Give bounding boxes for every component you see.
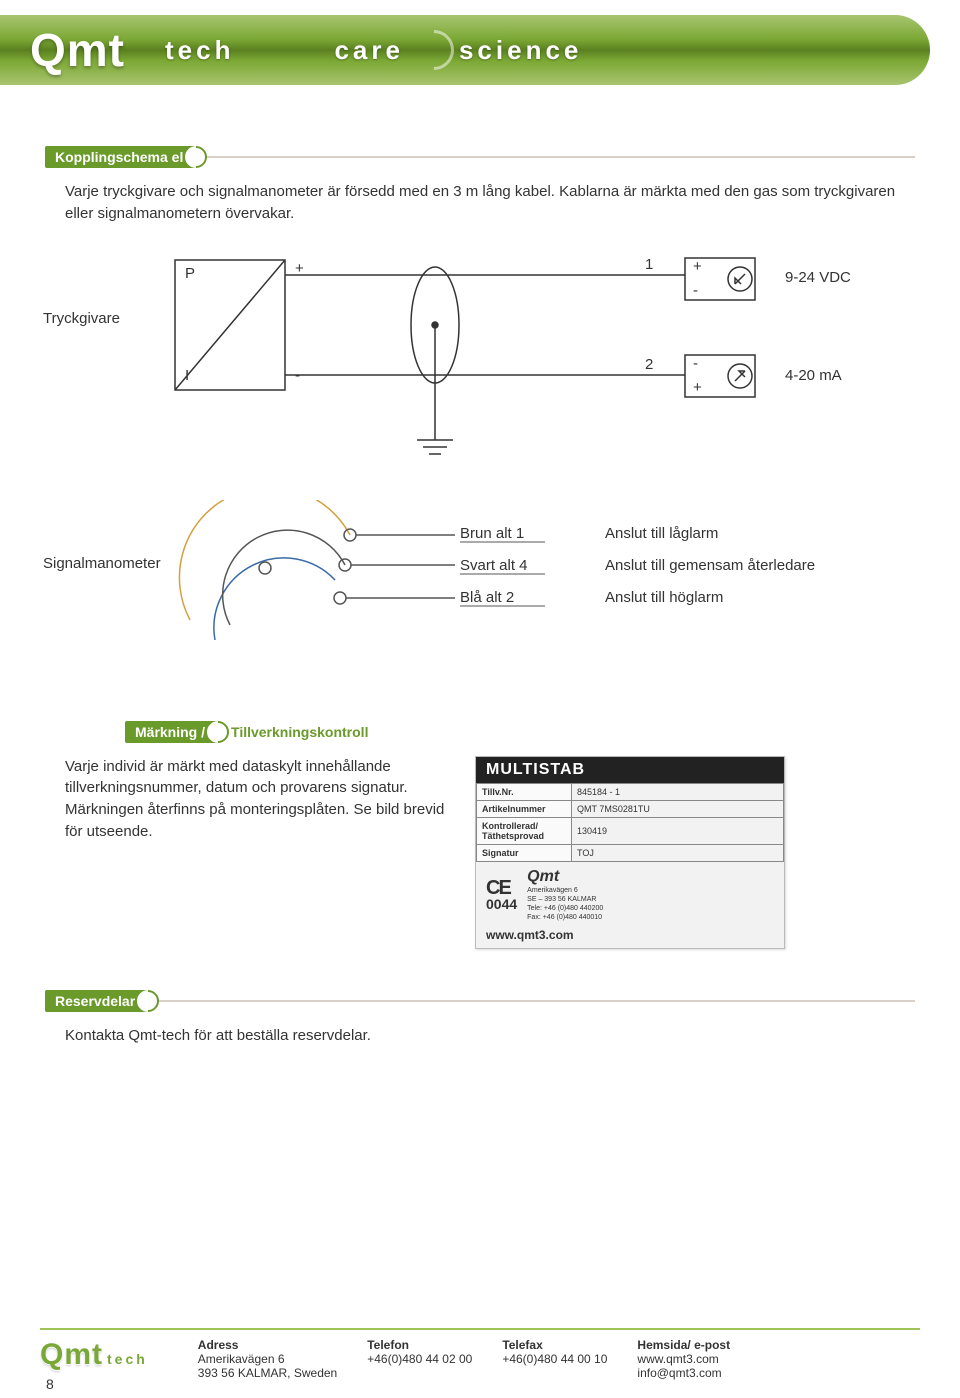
footer-col-phone: Telefon +46(0)480 44 02 00 [367, 1338, 472, 1366]
plate-table: Tillv.Nr.845184 - 1 ArtikelnummerQMT 7MS… [476, 783, 784, 862]
d1-out2: 4-20 mA [785, 367, 842, 384]
plate-v-3: TOJ [572, 844, 784, 861]
footer-h-0: Adress [198, 1338, 337, 1352]
rule-line [197, 156, 915, 158]
footer-l-1-0: +46(0)480 44 02 00 [367, 1352, 472, 1366]
footer-logo-block: Qmttech [40, 1338, 148, 1372]
d1-I: I [185, 367, 189, 384]
diagram-pressure-transmitter: Tryckgivare [45, 240, 915, 460]
d1-plus3: + [693, 379, 702, 396]
d2-wire-2: Blå alt 2 [460, 589, 514, 606]
data-plate: MULTISTAB Tillv.Nr.845184 - 1 Artikelnum… [475, 756, 785, 949]
section-header-spares: Reservdelar [45, 989, 915, 1013]
header-tag-tech: tech [165, 35, 234, 66]
footer-col-fax: Telefax +46(0)480 44 00 10 [502, 1338, 607, 1366]
plate-k-3: Signatur [477, 844, 572, 861]
footer-l-3-0: www.qmt3.com [637, 1352, 730, 1366]
d2-desc-1: Anslut till gemensam återledare [605, 557, 815, 574]
d1-minus3: - [693, 355, 698, 372]
section-title-wiring: Kopplingschema el [45, 146, 197, 168]
table-row: Kontrollerad/ Täthetsprovad130419 [477, 817, 784, 844]
plate-k-0: Tillv.Nr. [477, 783, 572, 800]
footer-l-0-1: 393 56 KALMAR, Sweden [198, 1366, 337, 1380]
d2-desc-2: Anslut till höglarm [605, 589, 723, 606]
d2-desc-0: Anslut till låglarm [605, 525, 718, 542]
d2-wire-1: Svart alt 4 [460, 557, 528, 574]
plate-v-1: QMT 7MS0281TU [572, 800, 784, 817]
section-title-spares: Reservdelar [45, 990, 149, 1012]
section-header-marking: Märkning / Tillverkningskontroll [125, 720, 915, 744]
plate-k-1: Artikelnummer [477, 800, 572, 817]
header-tag-science: science [459, 35, 582, 66]
footer-tag: tech [107, 1351, 148, 1367]
footer-h-3: Hemsida/ e-post [637, 1338, 730, 1352]
header-logo: Qmt [30, 23, 125, 77]
d1-minus2: - [693, 282, 698, 299]
rule-line [149, 1000, 915, 1002]
table-row: SignaturTOJ [477, 844, 784, 861]
wiring-diagram-svg: P I + - 1 2 + - - + 9-24 VDC 4-20 mA [45, 240, 915, 460]
d1-plus2: + [693, 258, 702, 275]
table-row: Tillv.Nr.845184 - 1 [477, 783, 784, 800]
footer-l-0-0: Amerikavägen 6 [198, 1352, 337, 1366]
marking-row: Varje individ är märkt med dataskylt inn… [65, 756, 915, 949]
plate-addr-0: Amerikavägen 6 [527, 886, 774, 895]
wiring-body: Varje tryckgivare och signalmanometer är… [65, 181, 915, 225]
section-title-marking-a: Märkning / [125, 721, 219, 743]
footer-rule [40, 1328, 920, 1330]
d1-plus1: + [295, 260, 304, 277]
header-divider-icon [406, 22, 463, 79]
table-row: ArtikelnummerQMT 7MS0281TU [477, 800, 784, 817]
footer-h-2: Telefax [502, 1338, 607, 1352]
d1-wire1: 1 [645, 256, 653, 273]
plate-title: MULTISTAB [476, 757, 784, 783]
plate-addr-1: SE – 393 56 KALMAR [527, 895, 774, 904]
plate-addr-2: Tele: +46 (0)480 440200 [527, 904, 774, 913]
diagram-signal-manometer: Signalmanometer Brun alt 1 Svart alt 4 [45, 500, 915, 670]
ce-number: 0044 [486, 896, 517, 912]
d1-minus1: - [295, 367, 300, 384]
footer-col-web: Hemsida/ e-post www.qmt3.com info@qmt3.c… [637, 1338, 730, 1380]
plate-v-0: 845184 - 1 [572, 783, 784, 800]
plate-url: www.qmt3.com [476, 926, 784, 948]
footer-l-3-1: info@qmt3.com [637, 1366, 730, 1380]
label-tryckgivare: Tryckgivare [43, 310, 120, 327]
footer-h-1: Telefon [367, 1338, 472, 1352]
plate-addr-3: Fax: +46 (0)480 440010 [527, 913, 774, 922]
section-header-wiring: Kopplingschema el [45, 145, 915, 169]
section-title-marking-b: Tillverkningskontroll [223, 721, 376, 743]
label-signalmanometer: Signalmanometer [43, 555, 161, 572]
footer-l-2-0: +46(0)480 44 00 10 [502, 1352, 607, 1366]
plate-v-2: 130419 [572, 817, 784, 844]
page-number: 8 [46, 1376, 54, 1392]
header-tag-care: care [334, 35, 404, 66]
spares-body: Kontakta Qmt-tech för att beställa reser… [65, 1025, 915, 1047]
footer-col-address: Adress Amerikavägen 6 393 56 KALMAR, Swe… [198, 1338, 337, 1380]
page-header: Qmt tech care science [0, 15, 930, 85]
manometer-diagram-svg: Brun alt 1 Svart alt 4 Blå alt 2 Anslut … [45, 500, 915, 670]
plate-k-2: Kontrollerad/ Täthetsprovad [477, 817, 572, 844]
page-footer: Qmttech Adress Amerikavägen 6 393 56 KAL… [0, 1328, 960, 1398]
d1-wire2: 2 [645, 356, 653, 373]
plate-brand: Qmt [527, 868, 774, 886]
d1-P: P [185, 265, 195, 282]
marking-body: Varje individ är märkt med dataskylt inn… [65, 756, 445, 843]
footer-logo: Qmt [40, 1338, 103, 1371]
d1-out1: 9-24 VDC [785, 269, 851, 286]
d2-wire-0: Brun alt 1 [460, 525, 524, 542]
